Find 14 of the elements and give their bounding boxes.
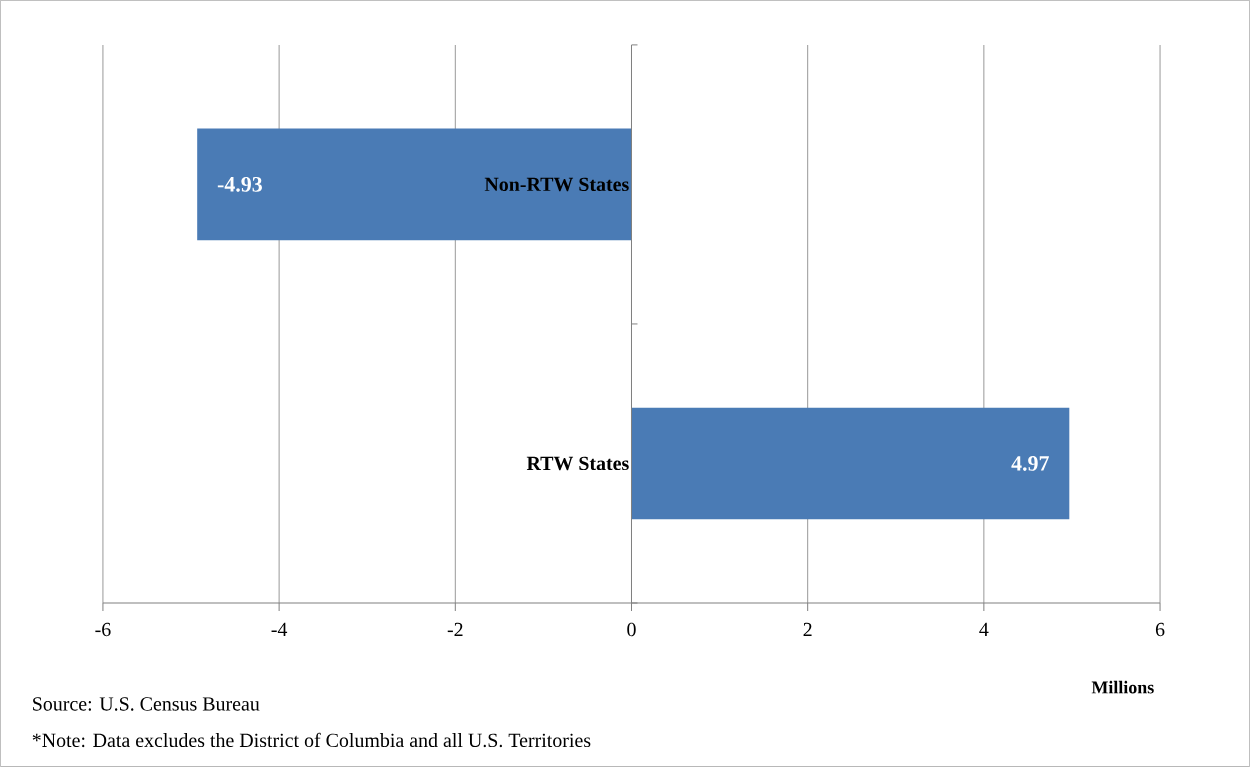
x-tick-label: -2: [447, 622, 463, 637]
x-axis-title: Millions: [1091, 680, 1154, 694]
x-tick-label: -4: [271, 622, 288, 636]
x-tick-label: 6: [1155, 622, 1165, 637]
data-label: 4.97: [1011, 456, 1049, 471]
x-tick-label: 2: [803, 622, 812, 637]
x-tick-label: 4: [979, 622, 989, 636]
x-tick-label: -6: [95, 622, 111, 637]
data-label: -4.93: [217, 177, 262, 192]
y-tick-label: Non-RTW States: [484, 177, 629, 192]
x-tick-label: 0: [627, 622, 636, 637]
source-note: Source: U.S. Census Bureau: [33, 697, 260, 711]
text: *Note: Data excludes the District of Columbia and all U.S. Territories: [32, 732, 591, 748]
y-tick-label: RTW States: [526, 456, 629, 471]
